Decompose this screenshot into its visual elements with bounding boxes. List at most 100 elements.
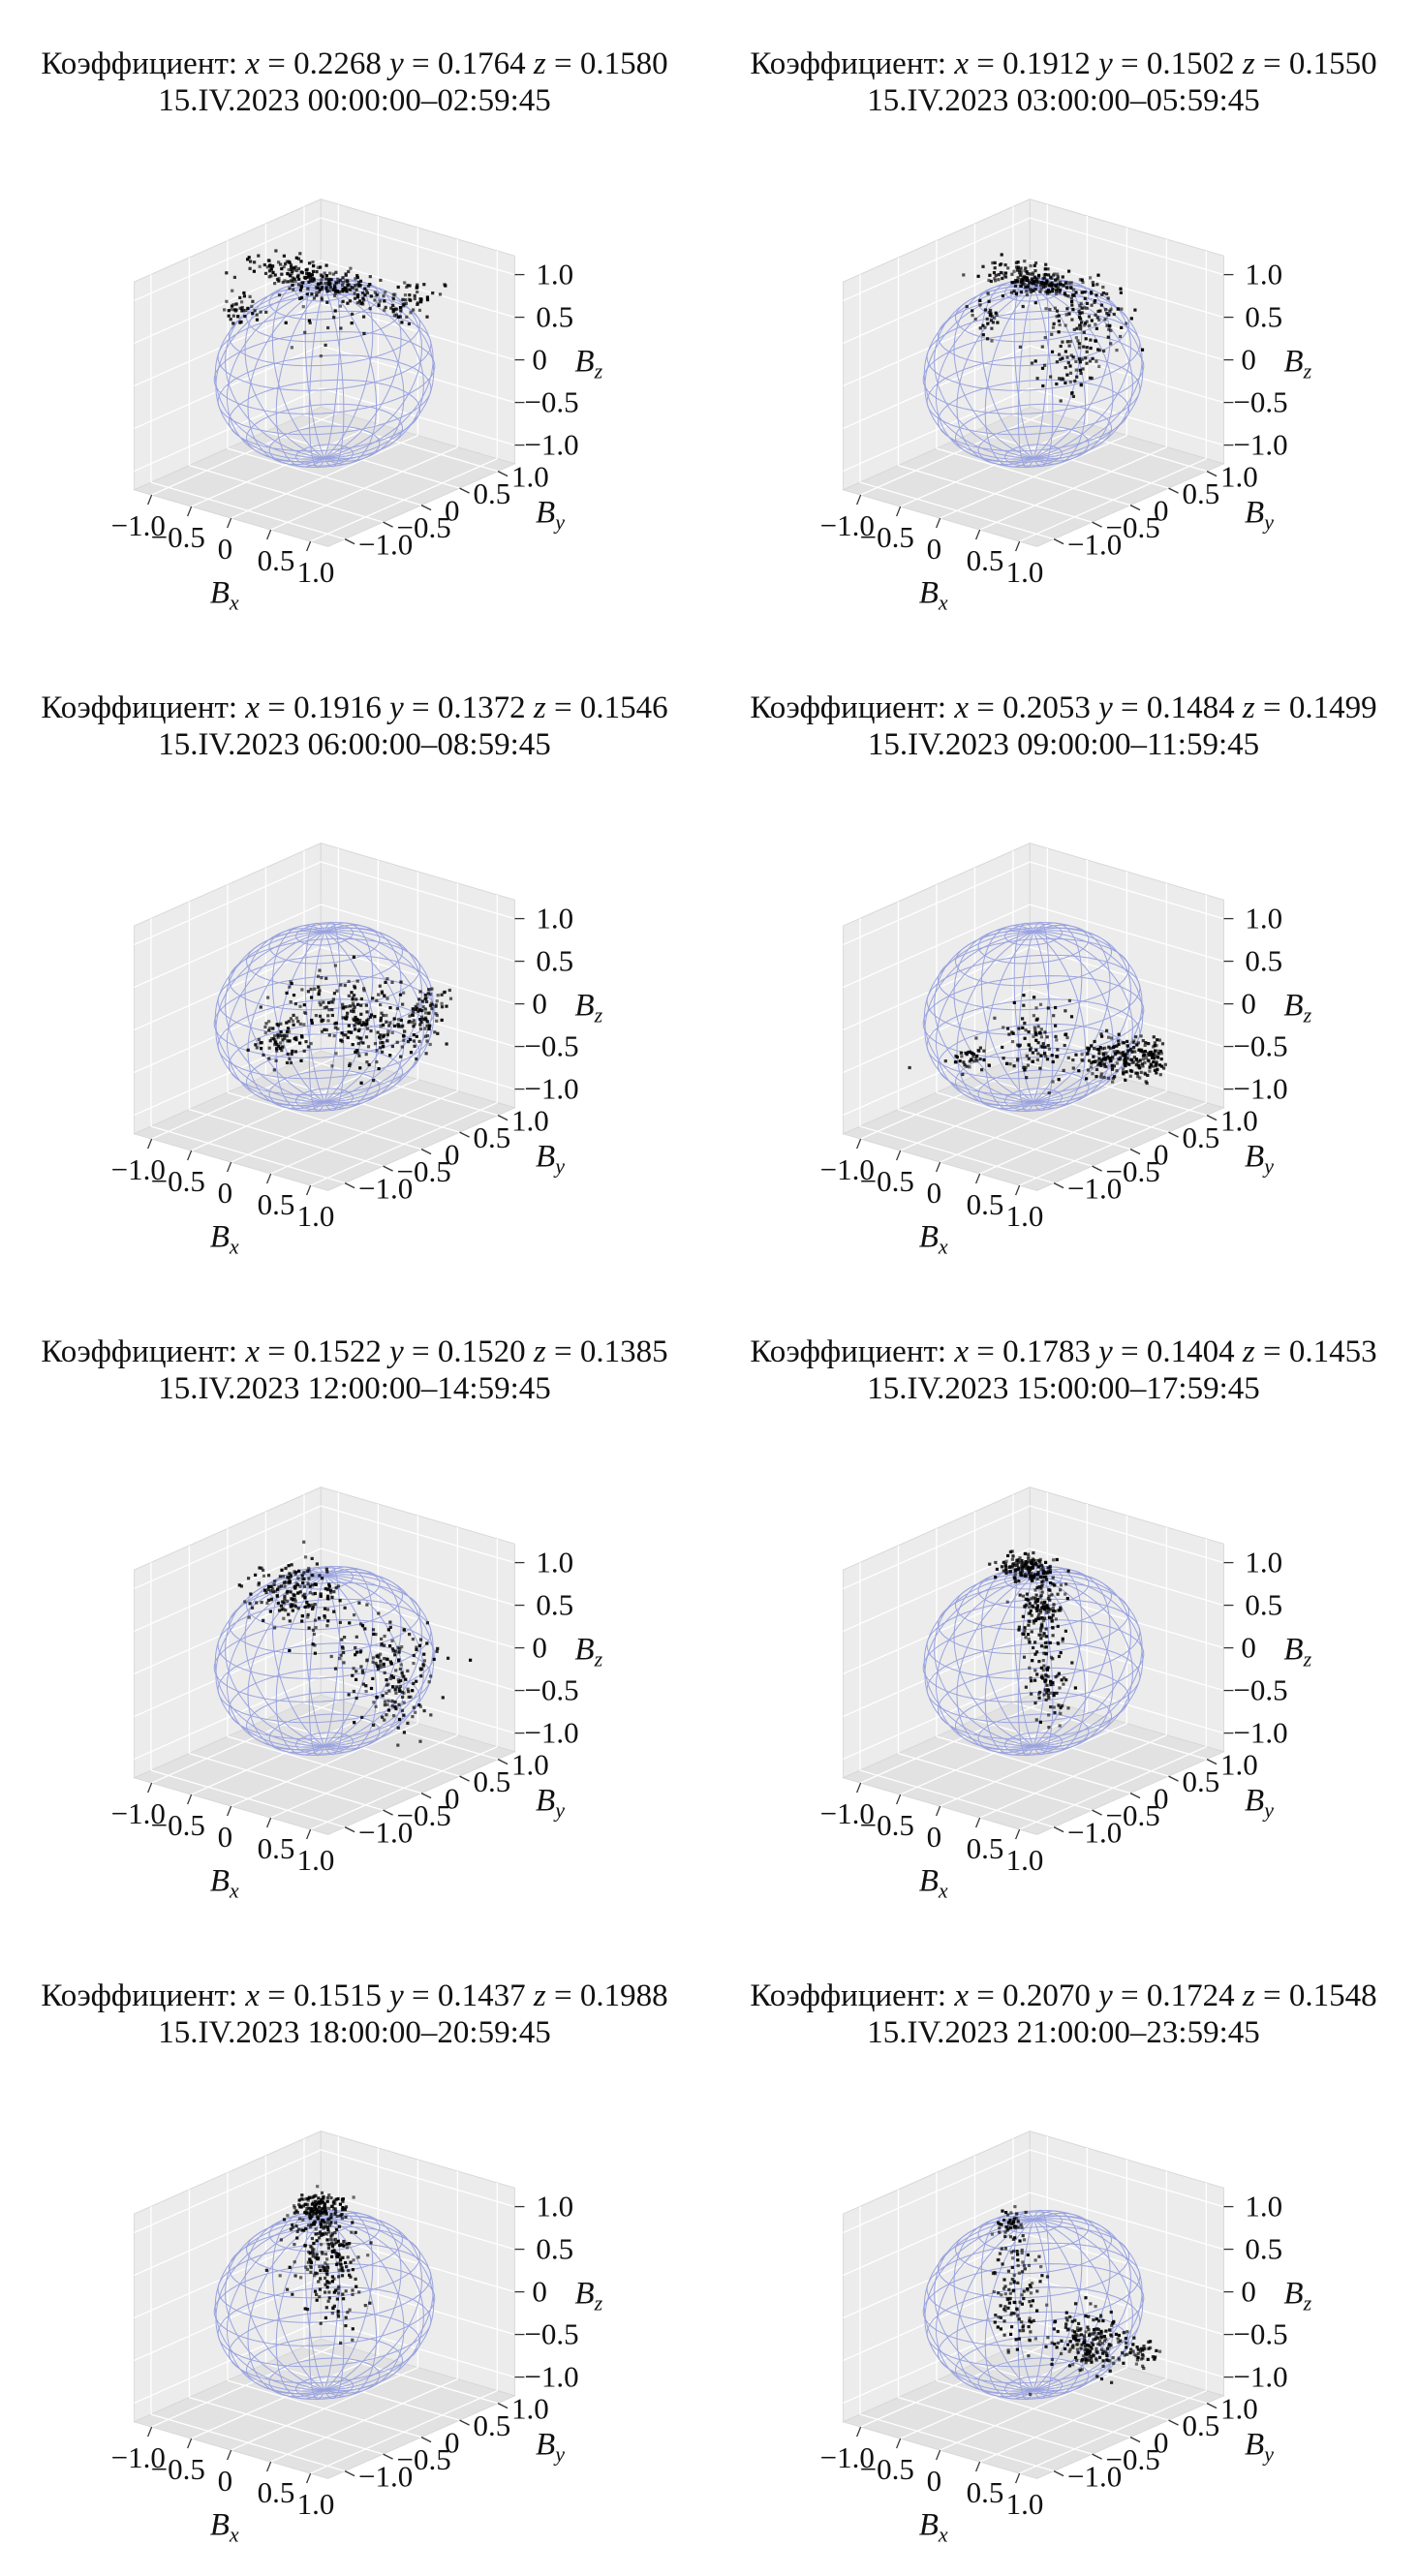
scatter-point (317, 991, 321, 995)
scatter-point (304, 2212, 309, 2216)
sphere-meridian (1033, 2210, 1083, 2391)
grid-line (1030, 904, 1224, 963)
scatter-point (322, 1000, 325, 1004)
coef-value: 0.1437 (437, 1978, 526, 2013)
scatter-point (1121, 1051, 1125, 1055)
scatter-point (1114, 1052, 1118, 1056)
scatter-point (1102, 1075, 1106, 1080)
scatter-point (1007, 2297, 1011, 2301)
coef-value: 0.1912 (1002, 46, 1091, 81)
scatter-point (343, 2208, 347, 2212)
scatter-point (991, 2271, 996, 2276)
scatter-point (354, 1027, 357, 1031)
scatter-point (286, 2287, 290, 2291)
scatter-point (1125, 1043, 1129, 1048)
scatter-point (282, 1607, 286, 1610)
sphere-meridian (1033, 924, 1111, 1103)
z-tick-label: −1.0 (1233, 2360, 1287, 2394)
scatter-point (1066, 294, 1070, 298)
x-tick-label: 0 (218, 2464, 233, 2498)
scatter-point (1094, 2346, 1098, 2350)
scatter-point (1058, 1686, 1062, 1690)
y-axis-sub: y (553, 2442, 565, 2467)
scatter-point (352, 2258, 355, 2262)
scatter-point (1067, 344, 1071, 348)
scatter-point (277, 1044, 281, 1048)
scatter-point (1064, 1032, 1067, 1037)
scatter-point (1047, 290, 1052, 294)
coef-label: = (403, 1334, 438, 1369)
scatter-point (987, 299, 991, 303)
scatter-point (1149, 1062, 1153, 1066)
scatter-point (1046, 1674, 1050, 1678)
scatter-point (1064, 2311, 1068, 2315)
scatter-point (1155, 1060, 1158, 1064)
scatter-point (297, 2217, 302, 2221)
scatter-point (369, 1029, 373, 1033)
y-tick-label: 1.0 (511, 460, 549, 494)
scatter-point (1088, 359, 1093, 363)
scatter-point (1026, 2253, 1030, 2256)
scatter-point (1105, 312, 1109, 316)
scatter-point (334, 1586, 338, 1590)
scatter-point (322, 2212, 325, 2216)
scatter-point (1034, 1718, 1038, 1722)
scatter-point (293, 2243, 296, 2247)
scatter-point (1112, 1075, 1117, 1079)
scatter-point (341, 1645, 345, 1649)
x-tick-label: 0 (927, 532, 942, 566)
scatter-point (1013, 284, 1018, 288)
sphere-meridian (271, 925, 325, 1103)
scatter-point (1047, 284, 1051, 288)
scatter-point (1028, 281, 1032, 285)
scatter-point (324, 281, 327, 285)
scatter-point (320, 2198, 324, 2202)
scatter-point (1017, 1566, 1021, 1570)
scatter-point (280, 266, 284, 271)
scatter-point (1030, 1572, 1033, 1576)
scatter-point (1046, 1044, 1050, 1048)
scatter-point (1134, 1035, 1138, 1039)
scatter-point (1037, 1692, 1041, 1696)
scatter-point (1070, 318, 1074, 322)
scatter-point (292, 994, 296, 997)
scatter-point (1033, 1597, 1037, 1601)
scatter-point (1035, 1585, 1039, 1590)
scatter-point (1079, 301, 1083, 305)
scatter-point (1107, 2345, 1111, 2349)
scatter-point (298, 289, 302, 292)
z-tick-label: 0.5 (1245, 1588, 1282, 1622)
scatter-point (993, 261, 997, 264)
grid-line (227, 447, 422, 506)
scatter-point (396, 1025, 401, 1028)
scatter-point (279, 1041, 283, 1045)
scatter-point (1139, 2357, 1143, 2361)
scatter-point (330, 2250, 334, 2254)
scatter-point (1061, 1640, 1064, 1643)
scatter-point (293, 1599, 297, 1603)
scatter-point (1032, 1645, 1035, 1650)
scatter-point (342, 2239, 346, 2244)
scatter-point (1044, 262, 1048, 266)
scatter-point (337, 291, 341, 294)
sphere-meridian (324, 1575, 345, 1756)
y-tick (1206, 1115, 1218, 1121)
scatter-point (338, 304, 342, 308)
scatter-point (358, 1066, 362, 1070)
scatter-point (991, 321, 995, 324)
scatter-points (990, 2205, 1162, 2396)
scatter-point (1077, 2334, 1081, 2338)
scatter3d-panel: Коэффициент: x = 0.1916 y = 0.1372 z = 0… (0, 644, 709, 1288)
scatter-point (289, 267, 293, 271)
scatter-point (409, 311, 413, 315)
scatter-point (1049, 1679, 1053, 1683)
scatter-point (1044, 2345, 1048, 2348)
scatter-point (275, 1047, 279, 1051)
scatter-point (323, 1607, 327, 1610)
sphere-meridian (1033, 2219, 1144, 2391)
coef-label: x (245, 1334, 260, 1369)
scatter-point (384, 291, 387, 294)
scatter-point (1094, 1067, 1099, 1071)
scatter-point (341, 2206, 345, 2210)
z-axis-sub: z (1303, 1647, 1312, 1671)
